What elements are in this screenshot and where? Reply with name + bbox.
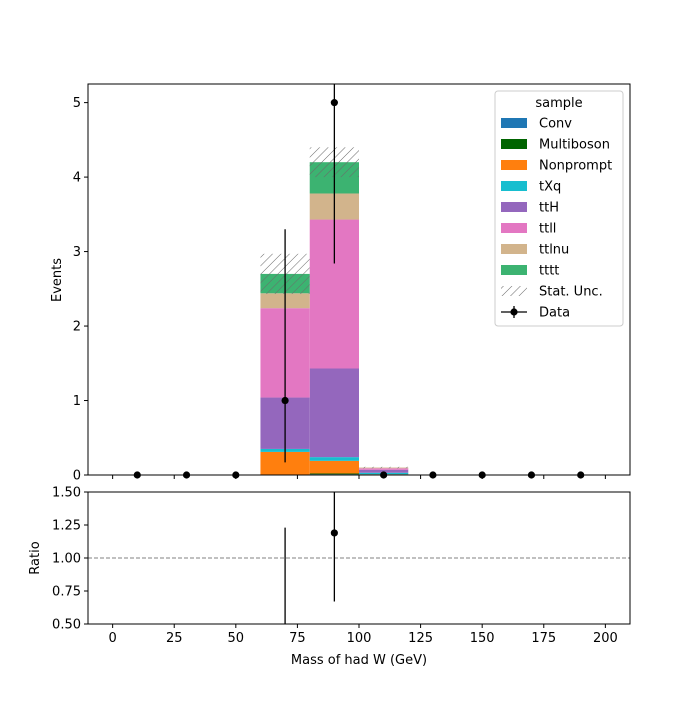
ratio-xtick-label-4: 100 xyxy=(347,631,372,646)
legend-label-txq: tXq xyxy=(539,180,561,195)
main-ytick-label-5: 5 xyxy=(73,96,81,111)
legend-label-multiboson: Multiboson xyxy=(539,138,610,153)
stat-unc-band-bin-5 xyxy=(359,466,409,469)
ratio-ylabel: Ratio xyxy=(28,541,43,574)
legend-swatch-nonprompt xyxy=(501,160,527,170)
bar-ttll-bin-5 xyxy=(359,468,409,470)
bar-multiboson-bin-4 xyxy=(309,473,359,475)
legend-label-ttll: ttll xyxy=(539,222,556,237)
main-ytick-label-3: 3 xyxy=(73,245,81,260)
data-point-3 xyxy=(281,396,289,405)
ratio-xtick-label-6: 150 xyxy=(470,631,495,646)
ratio-ytick-label-3: 1.25 xyxy=(52,519,81,534)
legend-data-marker xyxy=(510,308,518,316)
legend-swatch-tth xyxy=(501,202,527,212)
main-ytick-label-4: 4 xyxy=(73,171,81,186)
main-ytick-label-1: 1 xyxy=(73,394,81,409)
bar-nonprompt-bin-4 xyxy=(309,460,359,474)
legend-label-conv: Conv xyxy=(539,117,572,132)
ratio-xtick-label-2: 50 xyxy=(228,631,245,646)
bar-nonprompt-bin-3 xyxy=(260,451,310,475)
legend-swatch-txq xyxy=(501,181,527,191)
legend-label-tth: ttH xyxy=(539,201,559,216)
ratio-xtick-label-3: 75 xyxy=(289,631,306,646)
ratio-axis-ticks: 0.50 0.75 1.00 1.25 1.50 0 25 50 75 100 125 150 175 2… xyxy=(52,486,618,647)
legend-swatch-ttlnu xyxy=(501,244,527,254)
legend-swatch-multiboson xyxy=(501,139,527,149)
main-ytick-label-0: 0 xyxy=(73,469,81,484)
legend-label-tttt: tttt xyxy=(539,264,559,279)
legend-swatch-conv xyxy=(501,118,527,128)
ratio-xtick-label-0: 0 xyxy=(108,631,116,646)
ratio-xtick-label-7: 175 xyxy=(531,631,556,646)
legend-label-stat-unc-: Stat. Unc. xyxy=(539,285,603,300)
legend-swatch-tttt xyxy=(501,265,527,275)
x-axis-label: Mass of had W (GeV) xyxy=(291,653,427,668)
legend-swatch-stat-unc- xyxy=(501,286,527,296)
legend-title: sample xyxy=(535,96,582,111)
legend: sample Conv Multiboson Nonprompt tXq ttH ttll t… xyxy=(494,90,624,327)
bar-tth-bin-4 xyxy=(309,368,359,458)
ratio-xtick-label-8: 200 xyxy=(593,631,618,646)
ratio-xtick-label-1: 25 xyxy=(166,631,183,646)
ratio-data-points xyxy=(284,492,338,624)
ratio-ytick-label-1: 0.75 xyxy=(52,585,81,600)
ratio-point-1 xyxy=(330,529,338,537)
main-ytick-label-2: 2 xyxy=(73,320,81,335)
main-axis-ticks: 0 1 2 3 4 5 xyxy=(73,96,606,484)
ratio-xtick-label-5: 125 xyxy=(408,631,433,646)
ratio-ytick-label-4: 1.50 xyxy=(52,486,81,501)
bar-tth-bin-5 xyxy=(359,469,409,473)
legend-label-ttlnu: ttlnu xyxy=(539,243,569,258)
main-ylabel: Events xyxy=(50,258,65,302)
legend-label-data: Data xyxy=(539,306,570,321)
ratio-ytick-label-0: 0.50 xyxy=(52,618,81,633)
legend-label-nonprompt: Nonprompt xyxy=(539,159,612,174)
ratio-ytick-label-2: 1.00 xyxy=(52,552,81,567)
data-point-4 xyxy=(330,99,338,107)
legend-swatch-ttll xyxy=(501,223,527,233)
bar-txq-bin-4 xyxy=(309,457,359,461)
